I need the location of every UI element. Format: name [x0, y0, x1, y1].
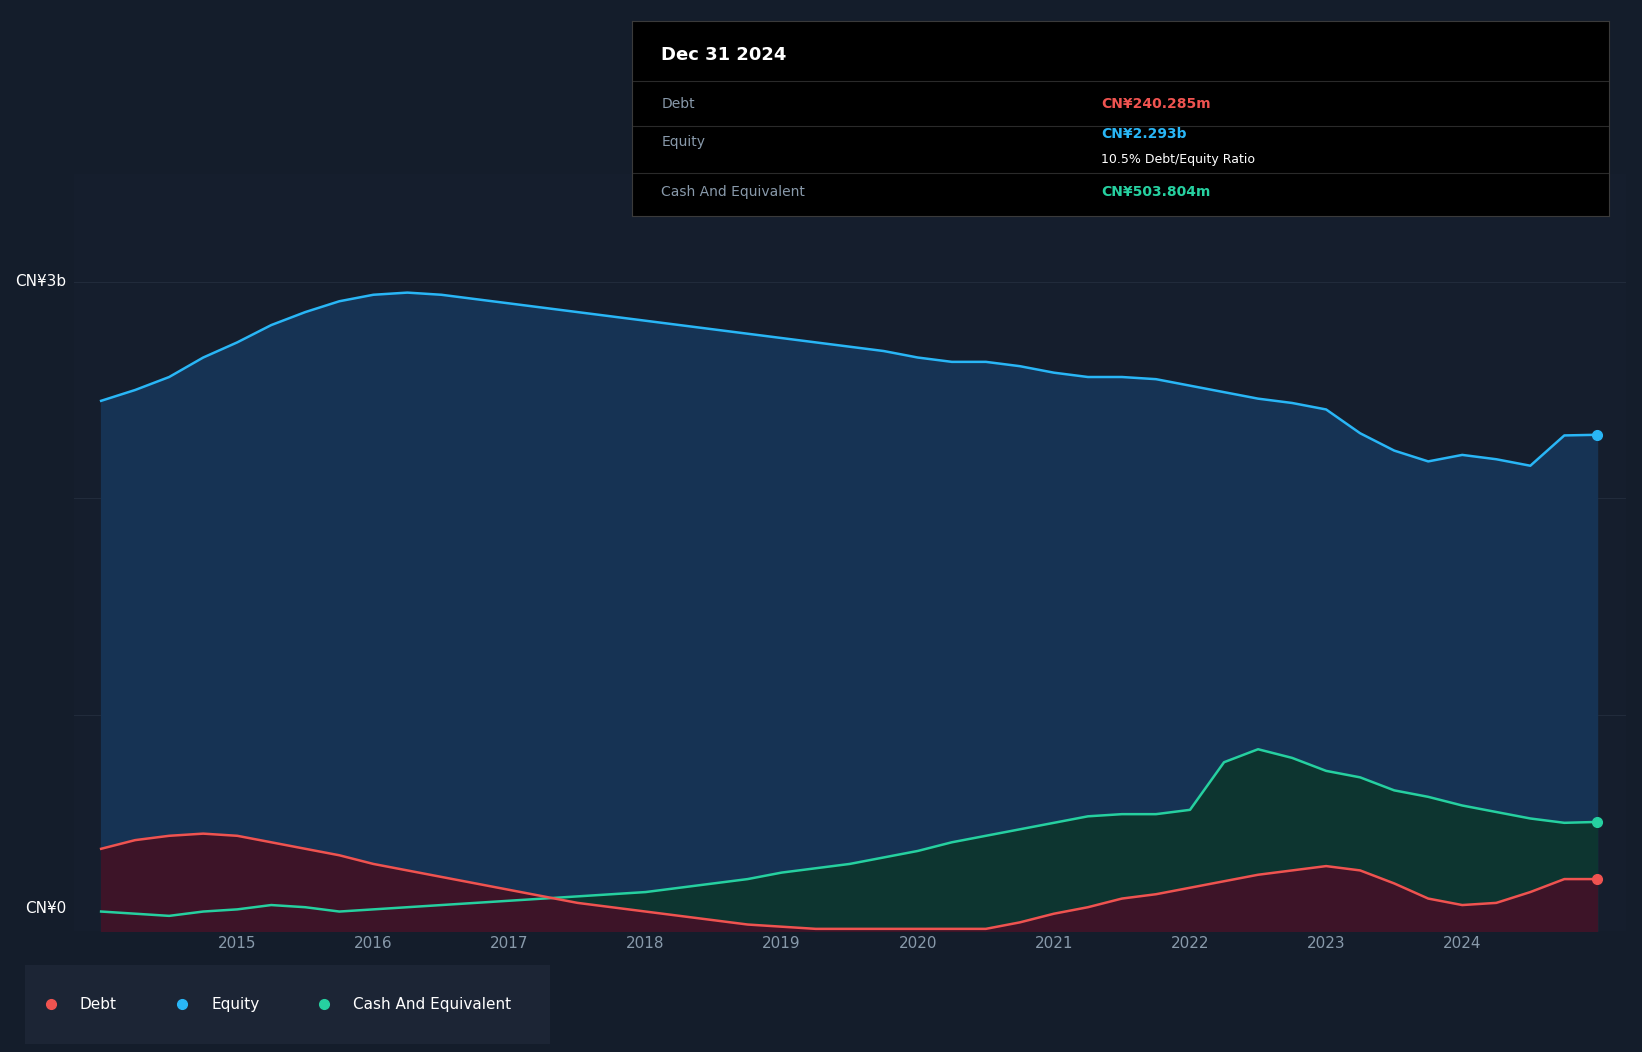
Text: Equity: Equity: [212, 996, 259, 1012]
Text: Cash And Equivalent: Cash And Equivalent: [353, 996, 511, 1012]
Text: CN¥3b: CN¥3b: [15, 275, 66, 289]
Text: Cash And Equivalent: Cash And Equivalent: [662, 185, 805, 199]
Text: CN¥503.804m: CN¥503.804m: [1102, 185, 1210, 199]
Text: CN¥0: CN¥0: [25, 901, 66, 916]
Text: Debt: Debt: [662, 97, 695, 110]
Text: 10.5% Debt/Equity Ratio: 10.5% Debt/Equity Ratio: [1102, 153, 1254, 166]
Text: CN¥2.293b: CN¥2.293b: [1102, 127, 1187, 141]
Text: Dec 31 2024: Dec 31 2024: [662, 46, 787, 64]
Text: Equity: Equity: [662, 135, 706, 148]
Text: CN¥240.285m: CN¥240.285m: [1102, 97, 1210, 110]
Text: Debt: Debt: [80, 996, 117, 1012]
